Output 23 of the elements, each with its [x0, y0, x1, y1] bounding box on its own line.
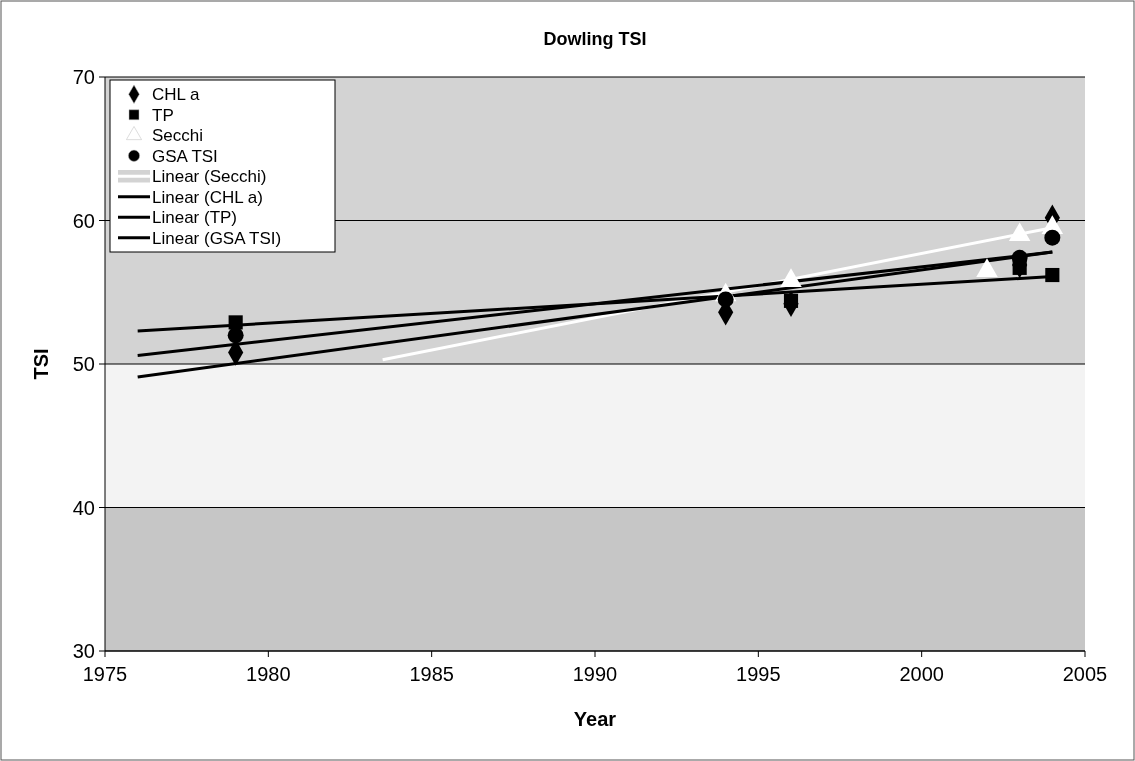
legend-label: TP — [152, 105, 174, 125]
x-tick-label: 1985 — [409, 663, 454, 685]
legend-label: Linear (TP) — [152, 208, 238, 228]
y-tick-label: 60 — [72, 209, 95, 232]
x-tick-label: 1995 — [736, 663, 781, 685]
x-tick-label: 1980 — [246, 663, 291, 685]
legend-label: Linear (Secchi) — [152, 167, 267, 187]
y-axis-title: TSI — [30, 348, 52, 380]
legend-label: GSA TSI — [152, 146, 218, 166]
legend-label: Linear (CHL a) — [152, 187, 263, 207]
y-tick-label: 40 — [72, 496, 95, 519]
x-tick-label: 1990 — [572, 663, 618, 685]
y-tick-label: 70 — [72, 66, 95, 88]
legend-label: Secchi — [152, 126, 204, 146]
legend-label: Linear (GSA TSI) — [152, 228, 282, 248]
x-tick-label: 2000 — [899, 663, 944, 685]
x-tick-label: 2005 — [1062, 663, 1108, 685]
chart-title: Dowling TSI — [543, 29, 647, 49]
y-tick-label: 30 — [72, 640, 95, 662]
y-tick-label: 50 — [72, 353, 95, 375]
x-tick-label: 1975 — [82, 663, 128, 685]
x-axis-title: Year — [573, 708, 617, 730]
legend-label: CHL a — [152, 85, 201, 105]
